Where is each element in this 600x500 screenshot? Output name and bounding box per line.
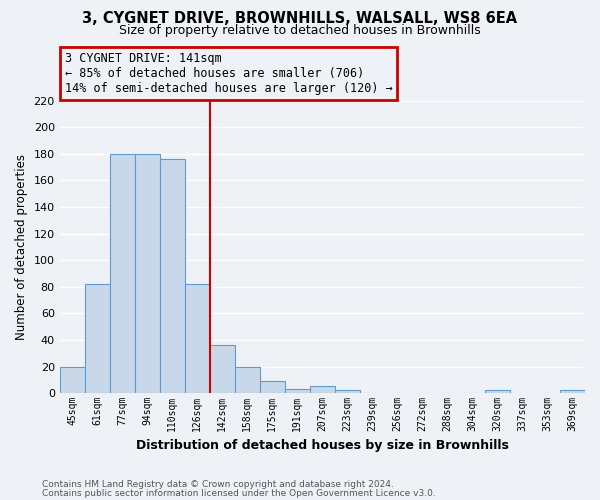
Bar bbox=[210, 346, 235, 393]
Bar bbox=[160, 159, 185, 393]
Bar bbox=[135, 154, 160, 393]
Bar bbox=[260, 381, 285, 393]
Bar bbox=[235, 366, 260, 393]
Text: Size of property relative to detached houses in Brownhills: Size of property relative to detached ho… bbox=[119, 24, 481, 37]
Bar bbox=[59, 366, 85, 393]
Bar bbox=[560, 390, 585, 393]
Text: Contains HM Land Registry data © Crown copyright and database right 2024.: Contains HM Land Registry data © Crown c… bbox=[42, 480, 394, 489]
Y-axis label: Number of detached properties: Number of detached properties bbox=[15, 154, 28, 340]
Bar bbox=[310, 386, 335, 393]
Bar bbox=[185, 284, 210, 393]
Bar bbox=[85, 284, 110, 393]
Bar bbox=[110, 154, 135, 393]
Text: 3, CYGNET DRIVE, BROWNHILLS, WALSALL, WS8 6EA: 3, CYGNET DRIVE, BROWNHILLS, WALSALL, WS… bbox=[82, 11, 518, 26]
Bar bbox=[335, 390, 360, 393]
Bar bbox=[485, 390, 510, 393]
X-axis label: Distribution of detached houses by size in Brownhills: Distribution of detached houses by size … bbox=[136, 440, 509, 452]
Text: 3 CYGNET DRIVE: 141sqm
← 85% of detached houses are smaller (706)
14% of semi-de: 3 CYGNET DRIVE: 141sqm ← 85% of detached… bbox=[65, 52, 392, 95]
Text: Contains public sector information licensed under the Open Government Licence v3: Contains public sector information licen… bbox=[42, 489, 436, 498]
Bar bbox=[285, 389, 310, 393]
